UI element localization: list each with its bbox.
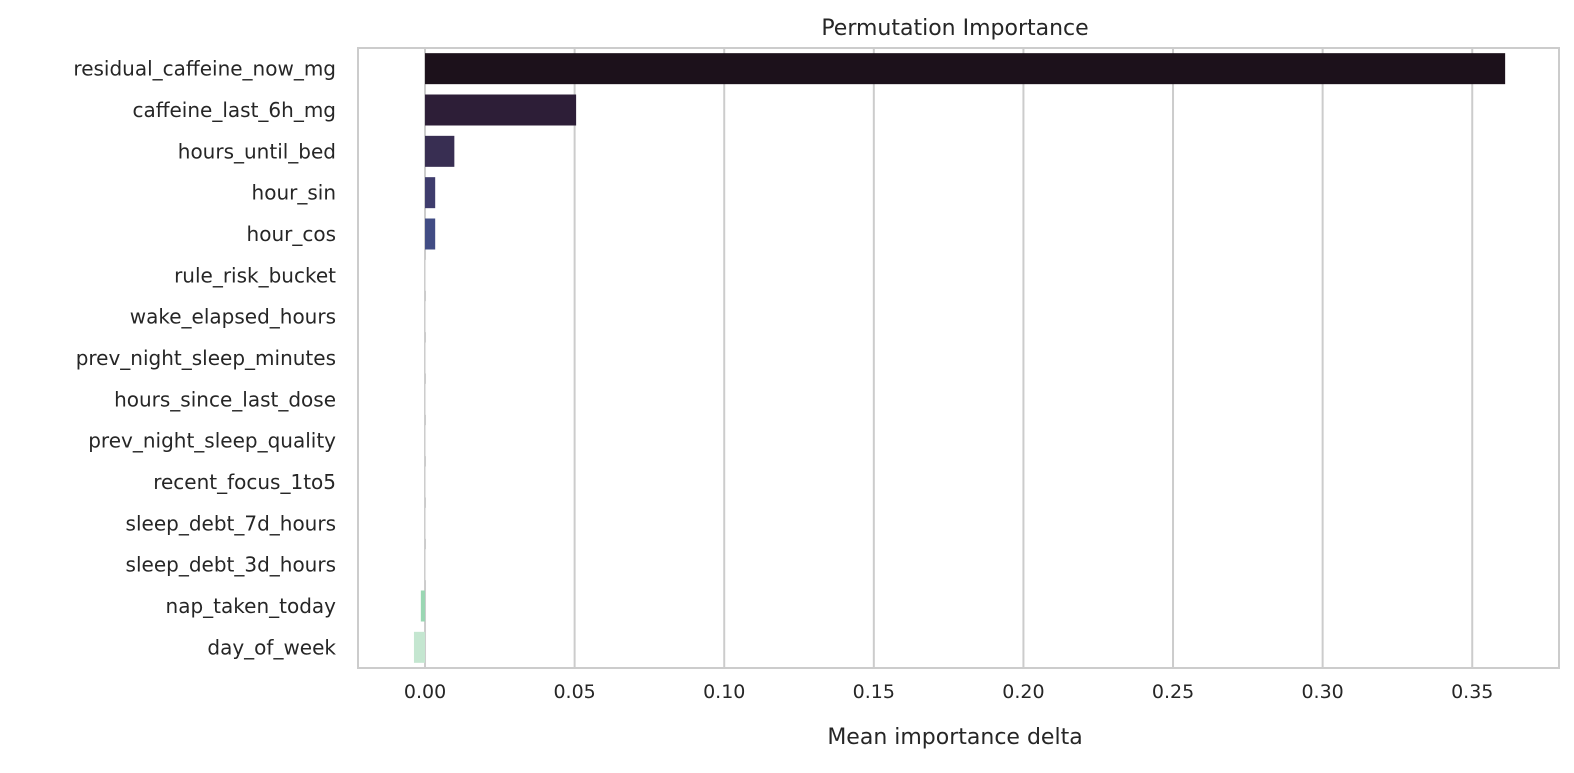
bar-prev-night-sleep-quality <box>425 425 426 457</box>
bar-caffeine-last-6h-mg <box>425 94 577 126</box>
x-axis-label: Mean importance delta <box>827 725 1082 750</box>
y-tick-label: nap_taken_today <box>166 594 337 618</box>
bar-nap-taken-today <box>420 590 426 622</box>
x-tick-label: 0.30 <box>1301 681 1343 703</box>
chart-title: Permutation Importance <box>821 16 1088 41</box>
bar-hours-since-last-dose <box>425 383 426 415</box>
y-tick-label: sleep_debt_3d_hours <box>126 553 336 577</box>
y-tick-label: residual_caffeine_now_mg <box>73 57 336 81</box>
y-tick-label: hour_sin <box>252 181 336 205</box>
y-tick-label: recent_focus_1to5 <box>153 470 336 494</box>
x-tick-label: 0.05 <box>553 681 595 703</box>
y-tick-label: rule_risk_bucket <box>174 263 336 287</box>
x-tick-label: 0.25 <box>1152 681 1194 703</box>
x-tick-label: 0.15 <box>853 681 895 703</box>
x-tick-label: 0.10 <box>703 681 745 703</box>
y-tick-label: caffeine_last_6h_mg <box>132 98 336 122</box>
y-tick-label: hours_until_bed <box>178 139 336 163</box>
x-tick-label: 0.20 <box>1002 681 1044 703</box>
bar-hour-cos <box>425 218 436 250</box>
y-tick-label: prev_night_sleep_minutes <box>76 346 336 370</box>
y-tick-label: hour_cos <box>247 222 336 246</box>
x-tick-label: 0.35 <box>1451 681 1493 703</box>
y-tick-label: hours_since_last_dose <box>114 387 336 411</box>
bar-day-of-week <box>413 631 426 663</box>
bar-sleep-debt-3d-hours <box>425 549 426 581</box>
bar-prev-night-sleep-minutes <box>425 342 426 374</box>
x-tick-label: 0.00 <box>404 681 446 703</box>
bar-rule-risk-bucket <box>425 259 426 291</box>
bar-hours-until-bed <box>425 135 455 167</box>
bar-recent-focus-1to5 <box>425 466 426 498</box>
bar-residual-caffeine-now-mg <box>425 53 1506 85</box>
y-tick-label: wake_elapsed_hours <box>130 305 336 329</box>
plot-frame <box>357 47 1560 669</box>
y-tick-label: day_of_week <box>207 635 336 659</box>
y-tick-label: sleep_debt_7d_hours <box>126 511 336 535</box>
y-tick-label: prev_night_sleep_quality <box>88 429 336 453</box>
bar-sleep-debt-7d-hours <box>425 507 426 539</box>
bar-hour-sin <box>425 177 436 209</box>
bar-wake-elapsed-hours <box>425 301 426 333</box>
